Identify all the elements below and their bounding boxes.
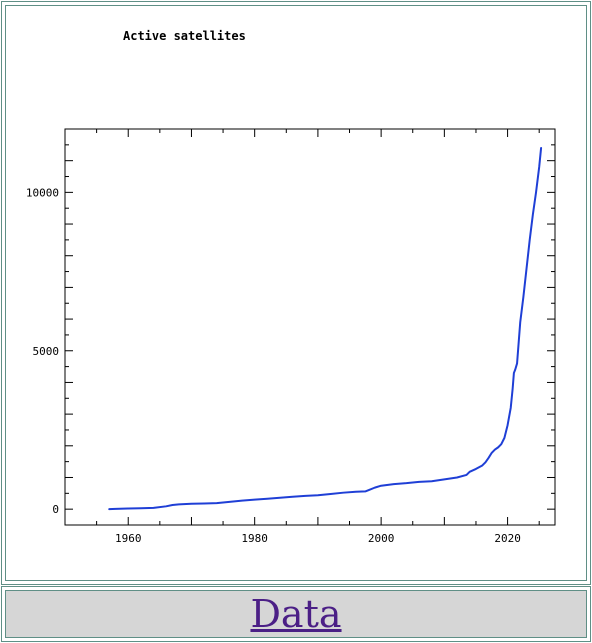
y-tick-label: 5000 bbox=[33, 345, 60, 358]
data-bar-inner: Data bbox=[5, 590, 587, 638]
tick-labels: 1960 1980 2000 2020 0 5000 10000 bbox=[26, 186, 521, 545]
chart-panel: Active satellites 1960 1980 2000 2020 0 5000 1… bbox=[1, 1, 591, 585]
x-tick-label: 1980 bbox=[241, 532, 268, 545]
y-tick-label: 0 bbox=[52, 503, 59, 516]
data-link[interactable]: Data bbox=[250, 592, 342, 636]
series-line-active-satellites bbox=[108, 147, 543, 511]
chart-panel-inner bbox=[5, 5, 587, 581]
y-tick-label: 10000 bbox=[26, 186, 59, 199]
axis-ticks bbox=[64, 129, 555, 525]
x-tick-label: 2020 bbox=[494, 532, 521, 545]
data-bar: Data bbox=[1, 586, 591, 642]
plot-frame bbox=[64, 128, 556, 526]
chart-title: Active satellites bbox=[123, 29, 246, 43]
x-tick-label: 2000 bbox=[368, 532, 395, 545]
x-tick-label: 1960 bbox=[115, 532, 142, 545]
satellites-chart: Active satellites 1960 1980 2000 2020050001… bbox=[26, 29, 556, 545]
